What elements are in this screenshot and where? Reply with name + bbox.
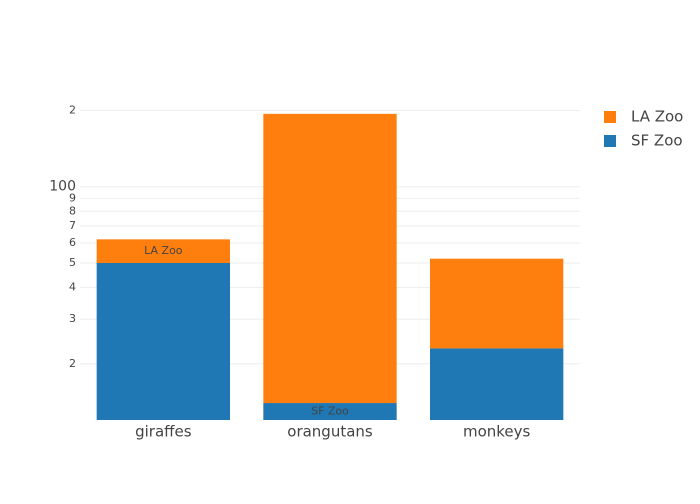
x-tick-label: orangutans <box>287 423 373 441</box>
y-tick-label: 100 <box>49 179 76 195</box>
bar-text: LA Zoo <box>144 244 183 257</box>
bar <box>430 258 564 349</box>
y-tick-label: 6 <box>69 236 76 249</box>
y-tick-label: 9 <box>69 191 76 204</box>
y-tick-label: 7 <box>69 219 76 232</box>
legend-swatch <box>604 111 616 123</box>
bar <box>263 403 397 420</box>
bar <box>96 262 231 420</box>
y-tick-label: 4 <box>69 281 76 294</box>
y-tick-label: 8 <box>69 204 76 217</box>
bar <box>430 348 564 420</box>
bar <box>96 239 231 263</box>
legend-label: SF Zoo <box>631 132 683 150</box>
x-tick-label: giraffes <box>135 423 192 441</box>
bar-text: SF Zoo <box>311 405 349 418</box>
bar <box>263 113 397 404</box>
y-tick-label: 3 <box>69 312 76 325</box>
x-tick-label: monkeys <box>463 423 531 441</box>
y-tick-label: 2 <box>69 357 76 370</box>
legend-label: LA Zoo <box>631 108 683 126</box>
legend-swatch <box>604 135 616 147</box>
y-tick-label: 2 <box>69 103 76 116</box>
y-tick-label: 5 <box>69 256 76 269</box>
